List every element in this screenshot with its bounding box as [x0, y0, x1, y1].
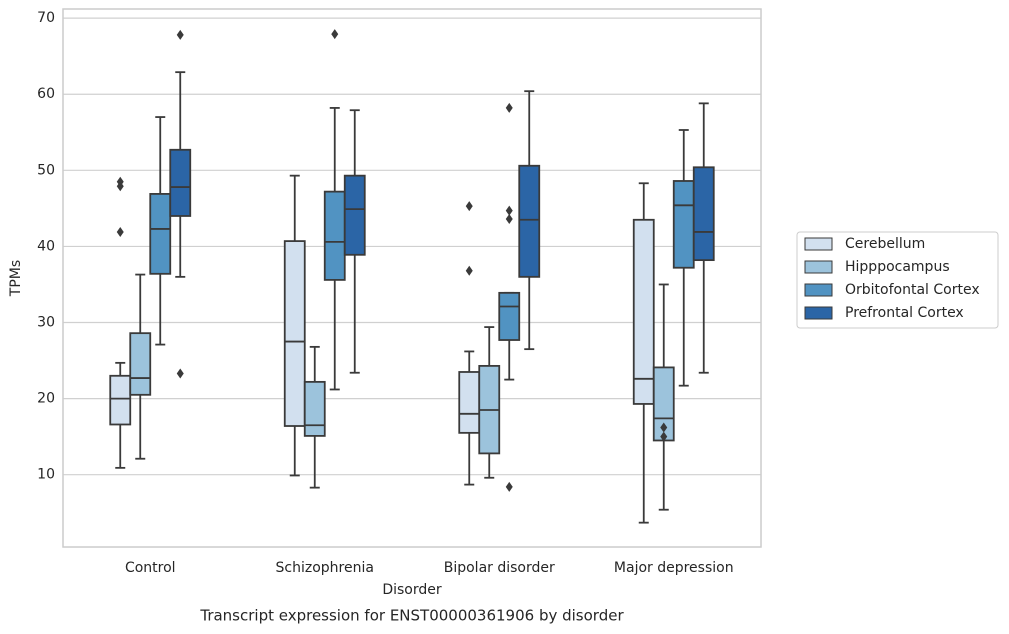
legend-swatch [804, 260, 833, 274]
legend-label: Prefrontal Cortex [845, 305, 964, 321]
x-tick-label: Bipolar disorder [444, 560, 555, 576]
legend-label: Orbitofontal Cortex [845, 282, 980, 298]
outlier [176, 29, 184, 40]
y-tick-label: 20 [37, 391, 55, 407]
box [343, 174, 366, 256]
outlier [116, 226, 124, 237]
y-tick-label: 60 [37, 86, 55, 102]
legend-swatch [804, 237, 833, 251]
box [169, 148, 192, 217]
y-tick-label: 10 [37, 467, 55, 483]
legend-swatch [804, 306, 833, 320]
box [692, 166, 715, 262]
y-tick-label: 40 [37, 238, 55, 254]
outlier [660, 431, 668, 442]
y-axis-label: TPMs [8, 260, 24, 297]
box [283, 240, 306, 427]
box [498, 291, 521, 341]
legend-swatch [804, 283, 833, 297]
outlier [660, 422, 668, 433]
outlier [176, 368, 184, 379]
outlier [116, 181, 124, 192]
outlier [505, 205, 513, 216]
box [109, 374, 132, 426]
legend-label: Cerebellum [845, 236, 925, 252]
box [129, 332, 152, 396]
outlier [465, 265, 473, 276]
box [303, 380, 326, 437]
box [672, 180, 695, 269]
plot-frame [62, 8, 762, 548]
outlier [505, 214, 513, 225]
y-tick-label: 70 [37, 10, 55, 26]
box [518, 164, 541, 278]
outlier [505, 102, 513, 113]
legend-frame [796, 231, 999, 329]
chart-title: Transcript expression for ENST0000036190… [199, 607, 624, 625]
outlier [465, 201, 473, 212]
x-tick-label: Major depression [614, 560, 734, 576]
y-tick-label: 30 [37, 315, 55, 331]
x-axis-label: Disorder [382, 582, 442, 598]
box [149, 193, 172, 275]
x-tick-label: Control [125, 560, 176, 576]
outlier [331, 29, 339, 40]
y-tick-label: 50 [37, 162, 55, 178]
box [323, 190, 346, 281]
legend-label: Hipppocampus [845, 259, 950, 275]
box [632, 218, 655, 405]
outlier [505, 481, 513, 492]
x-tick-label: Schizophrenia [276, 560, 374, 576]
box [458, 371, 481, 434]
